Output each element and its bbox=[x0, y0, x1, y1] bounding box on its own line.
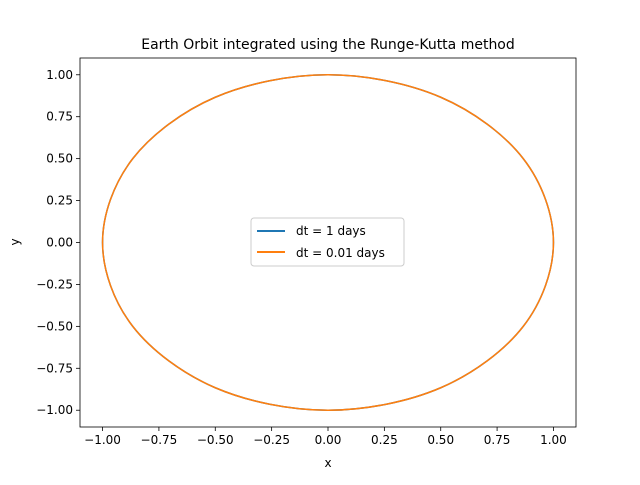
x-axis: −1.00 −0.75 −0.50 −0.25 0.00 0.25 0.50 0.75 1.00 bbox=[84, 427, 567, 447]
x-tick-label: −0.25 bbox=[253, 433, 290, 447]
x-tick-label: −0.50 bbox=[197, 433, 234, 447]
legend-box bbox=[250, 217, 405, 267]
x-tick-label: 0.75 bbox=[484, 433, 511, 447]
legend: dt = 1 days dt = 0.01 days bbox=[250, 217, 405, 267]
y-tick-label: −0.25 bbox=[36, 277, 73, 291]
y-tick-label: −1.00 bbox=[36, 403, 73, 417]
x-tick-label: 0.25 bbox=[371, 433, 398, 447]
x-tick-label: 0.00 bbox=[315, 433, 342, 447]
y-axis-label: y bbox=[8, 238, 22, 245]
y-tick-label: 0.75 bbox=[46, 110, 73, 124]
y-tick-label: −0.50 bbox=[36, 319, 73, 333]
legend-label-dt-1: dt = 1 days bbox=[296, 224, 366, 238]
series-line-dt-0-01 bbox=[101, 74, 555, 411]
x-tick-label: −0.75 bbox=[141, 433, 178, 447]
x-tick-label: −1.00 bbox=[84, 433, 121, 447]
x-tick-label: 0.50 bbox=[427, 433, 454, 447]
series-layer bbox=[101, 74, 555, 411]
x-axis-label: x bbox=[324, 456, 331, 470]
y-tick-label: 0.25 bbox=[46, 194, 73, 208]
chart-title: Earth Orbit integrated using the Runge-K… bbox=[141, 37, 515, 53]
y-tick-label: 0.50 bbox=[46, 152, 73, 166]
y-tick-label: 1.00 bbox=[46, 68, 73, 82]
y-axis: −1.00 −0.75 −0.50 −0.25 0.00 0.25 0.50 0.75 1.00 bbox=[36, 68, 80, 417]
legend-label-dt-0-01: dt = 0.01 days bbox=[296, 246, 385, 260]
y-tick-label: 0.00 bbox=[46, 236, 73, 250]
y-tick-label: −0.75 bbox=[36, 361, 73, 375]
x-tick-label: 1.00 bbox=[540, 433, 567, 447]
